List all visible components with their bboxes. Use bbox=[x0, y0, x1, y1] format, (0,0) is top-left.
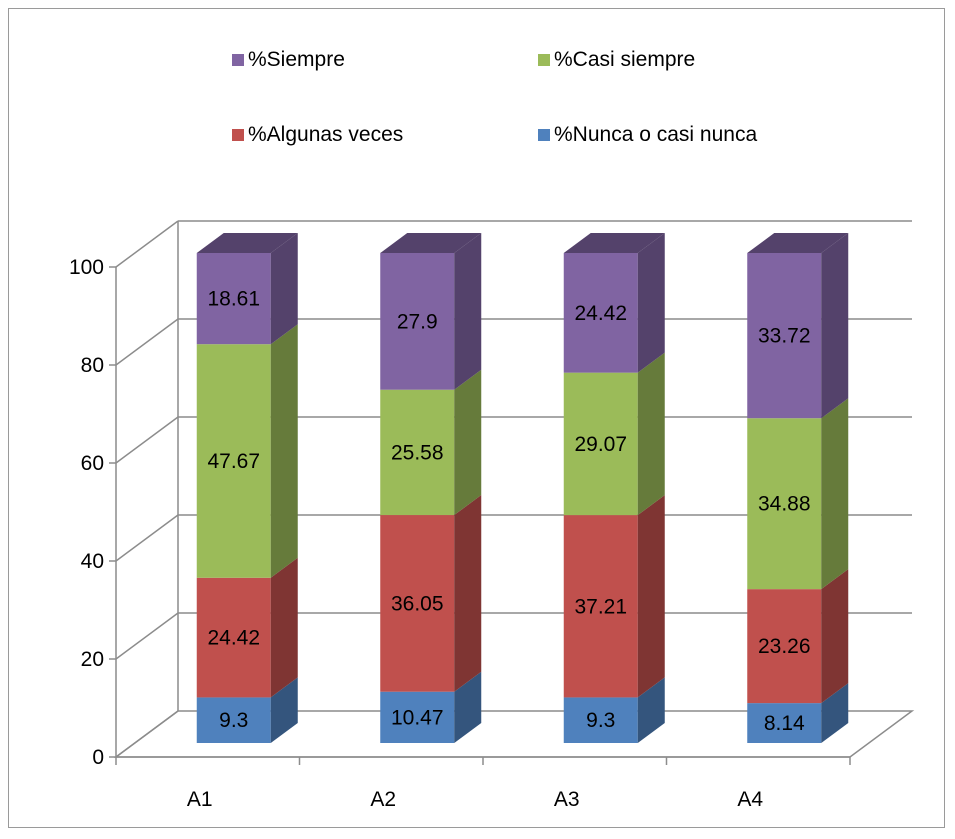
data-label: 37.21 bbox=[574, 595, 627, 618]
bar-segment-front bbox=[747, 418, 822, 590]
bar-segment-top bbox=[196, 233, 298, 253]
legend-swatch bbox=[538, 54, 550, 66]
data-label: 34.88 bbox=[758, 493, 811, 516]
data-label: 9.3 bbox=[586, 709, 615, 732]
axis-layer: 0 20 40 60 80 100 A1 A2 A3 A4 bbox=[69, 256, 851, 811]
bar-segment-side bbox=[454, 369, 482, 516]
y-tick-label: 100 bbox=[69, 256, 104, 279]
data-label: 24.42 bbox=[207, 627, 260, 650]
data-label: 24.42 bbox=[574, 302, 627, 325]
bar-segment-side bbox=[821, 569, 849, 704]
x-tick-label: A1 bbox=[187, 788, 213, 811]
bar-segment-front bbox=[563, 697, 638, 743]
bar-segment-side bbox=[270, 677, 298, 743]
bar-segment-front bbox=[380, 515, 455, 692]
bar-segment-front bbox=[196, 577, 271, 698]
bar-segment-front bbox=[380, 253, 455, 390]
legend-swatch bbox=[538, 129, 550, 141]
bar-segment-side bbox=[270, 233, 298, 345]
bar-segment-side bbox=[270, 557, 298, 698]
bar-segment-front bbox=[380, 389, 455, 516]
data-label: 36.05 bbox=[391, 592, 444, 615]
y-tick-label: 80 bbox=[81, 354, 104, 377]
data-label: 23.26 bbox=[758, 635, 811, 658]
gridline-side bbox=[115, 220, 179, 268]
y-tick-label: 60 bbox=[81, 452, 104, 475]
bar-segment-front bbox=[196, 697, 271, 743]
bar-segment-front bbox=[747, 253, 822, 419]
data-label: 47.67 bbox=[207, 450, 260, 473]
data-label: 29.07 bbox=[574, 433, 627, 456]
gridline-side bbox=[115, 318, 179, 366]
bar-segment-side bbox=[821, 683, 849, 743]
bars-layer bbox=[196, 233, 849, 743]
bar-segment-side bbox=[270, 324, 298, 578]
bar-segment-side bbox=[637, 495, 665, 698]
bar-segment-side bbox=[637, 677, 665, 743]
data-label: 8.14 bbox=[764, 712, 805, 735]
legend-swatch bbox=[232, 54, 244, 66]
bar-segment-side bbox=[821, 233, 849, 419]
bar-segment-front bbox=[196, 253, 271, 345]
bar-segment-side bbox=[454, 671, 482, 743]
bar-segment-front bbox=[747, 703, 822, 743]
data-label: 9.3 bbox=[219, 709, 248, 732]
data-label: 18.61 bbox=[207, 288, 260, 311]
data-label: 10.47 bbox=[391, 706, 444, 729]
gridline-side bbox=[115, 710, 179, 758]
bar-segment-top bbox=[747, 233, 849, 253]
bar-segment-front bbox=[380, 691, 455, 743]
legend-swatch bbox=[232, 129, 244, 141]
x-tick-label: A4 bbox=[737, 788, 763, 811]
gridline-side bbox=[115, 416, 179, 464]
bar-segment-front bbox=[563, 253, 638, 373]
bar-segment-top bbox=[563, 233, 665, 253]
bar-segment-top bbox=[380, 233, 482, 253]
data-label: 27.9 bbox=[397, 310, 438, 333]
labels-layer: 9.3 24.42 47.67 18.61 10.47 36.05 25.58 27.9 9.3… bbox=[207, 288, 810, 735]
bar-segment-front bbox=[747, 589, 822, 704]
legend-entry: %Algunas veces bbox=[248, 123, 403, 146]
gridline-side bbox=[115, 514, 179, 562]
bar-segment-side bbox=[637, 233, 665, 373]
bar-segment-front bbox=[196, 344, 271, 578]
y-tick-label: 40 bbox=[81, 550, 104, 573]
bar-segment-side bbox=[821, 398, 849, 590]
legend-entry: %Casi siempre bbox=[554, 48, 695, 71]
legend-entry: %Nunca o casi nunca bbox=[554, 123, 757, 146]
gridline-side bbox=[115, 612, 179, 660]
bar-segment-side bbox=[637, 352, 665, 516]
bar-segment-front bbox=[563, 372, 638, 516]
x-tick-label: A3 bbox=[554, 788, 580, 811]
bar-segment-side bbox=[454, 495, 482, 692]
legend-entry: %Siempre bbox=[248, 48, 345, 71]
bar-segment-front bbox=[563, 515, 638, 698]
bar-segment-side bbox=[454, 233, 482, 390]
legend: %Siempre %Casi siempre %Algunas veces %Nunc… bbox=[232, 48, 757, 146]
data-label: 25.58 bbox=[391, 441, 444, 464]
data-label: 33.72 bbox=[758, 325, 811, 348]
y-tick-label: 20 bbox=[81, 648, 104, 671]
x-tick-label: A2 bbox=[370, 788, 396, 811]
y-tick-label: 0 bbox=[92, 746, 104, 769]
